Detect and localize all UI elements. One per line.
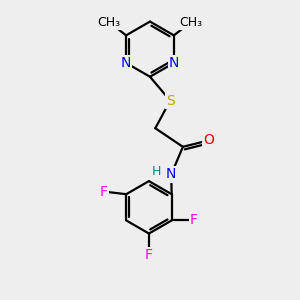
Text: CH₃: CH₃ (98, 16, 121, 28)
Text: F: F (100, 184, 108, 199)
Text: N: N (121, 56, 131, 70)
Text: CH₃: CH₃ (179, 16, 203, 28)
Text: N: N (166, 167, 176, 182)
Text: F: F (145, 248, 153, 262)
Text: S: S (166, 94, 175, 108)
Text: O: O (203, 134, 214, 147)
Text: H: H (152, 165, 161, 178)
Text: N: N (169, 56, 179, 70)
Text: F: F (190, 213, 198, 227)
